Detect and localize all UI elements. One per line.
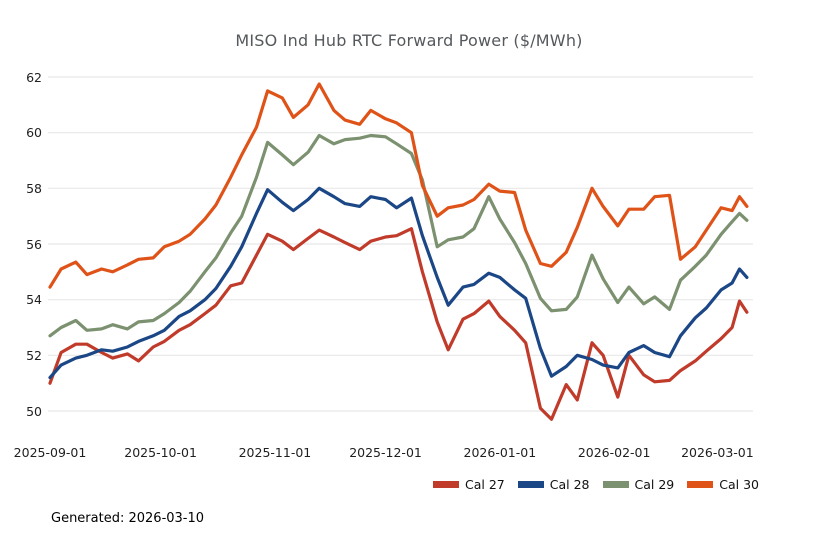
x-tick-label-2026-02-01: 2026-02-01 — [577, 445, 651, 460]
x-tick-label-2025-09-01: 2025-09-01 — [13, 445, 87, 460]
y-tick-label-58: 58 — [26, 180, 42, 196]
series-line-cal-29 — [48, 133, 749, 338]
series-line-cal-27 — [48, 227, 749, 421]
y-tick-label-62: 62 — [26, 69, 42, 85]
y-tick-label-50: 50 — [26, 403, 42, 419]
legend-label: Cal 30 — [719, 477, 759, 492]
legend-item-cal-30: Cal 30 — [687, 477, 759, 492]
x-tick-label-2026-03-01: 2026-03-01 — [681, 445, 754, 460]
x-tick-label-2025-10-01: 2025-10-01 — [124, 445, 197, 460]
legend-label: Cal 27 — [465, 477, 505, 492]
x-tick-label-2026-01-01: 2026-01-01 — [463, 445, 537, 460]
legend-item-cal-29: Cal 29 — [602, 477, 675, 492]
legend-item-cal-27: Cal 27 — [433, 477, 505, 492]
legend-item-cal-28: Cal 28 — [517, 477, 590, 492]
y-tick-label-60: 60 — [26, 125, 42, 141]
legend: Cal 27 Cal 28 Cal 29 Cal 30 — [433, 477, 759, 492]
series-line-cal-30 — [48, 82, 749, 289]
legend-swatch-icon — [433, 481, 459, 488]
x-tick-label-2025-11-01: 2025-11-01 — [238, 445, 312, 460]
x-tick-label-2025-12-01: 2025-12-01 — [349, 445, 422, 460]
legend-swatch-icon — [687, 481, 714, 488]
generated-caption: Generated: 2026-03-10 — [51, 511, 205, 526]
y-tick-label-54: 54 — [26, 292, 42, 308]
y-tick-label-52: 52 — [26, 347, 42, 363]
legend-label: Cal 28 — [549, 477, 590, 492]
series-line-cal-28 — [48, 186, 749, 380]
chart-title: MISO Ind Hub RTC Forward Power ($/MWh) — [235, 31, 583, 50]
y-tick-label-56: 56 — [26, 236, 42, 252]
legend-swatch-icon — [602, 481, 629, 488]
legend-swatch-icon — [517, 481, 544, 488]
legend-label: Cal 29 — [634, 477, 675, 492]
